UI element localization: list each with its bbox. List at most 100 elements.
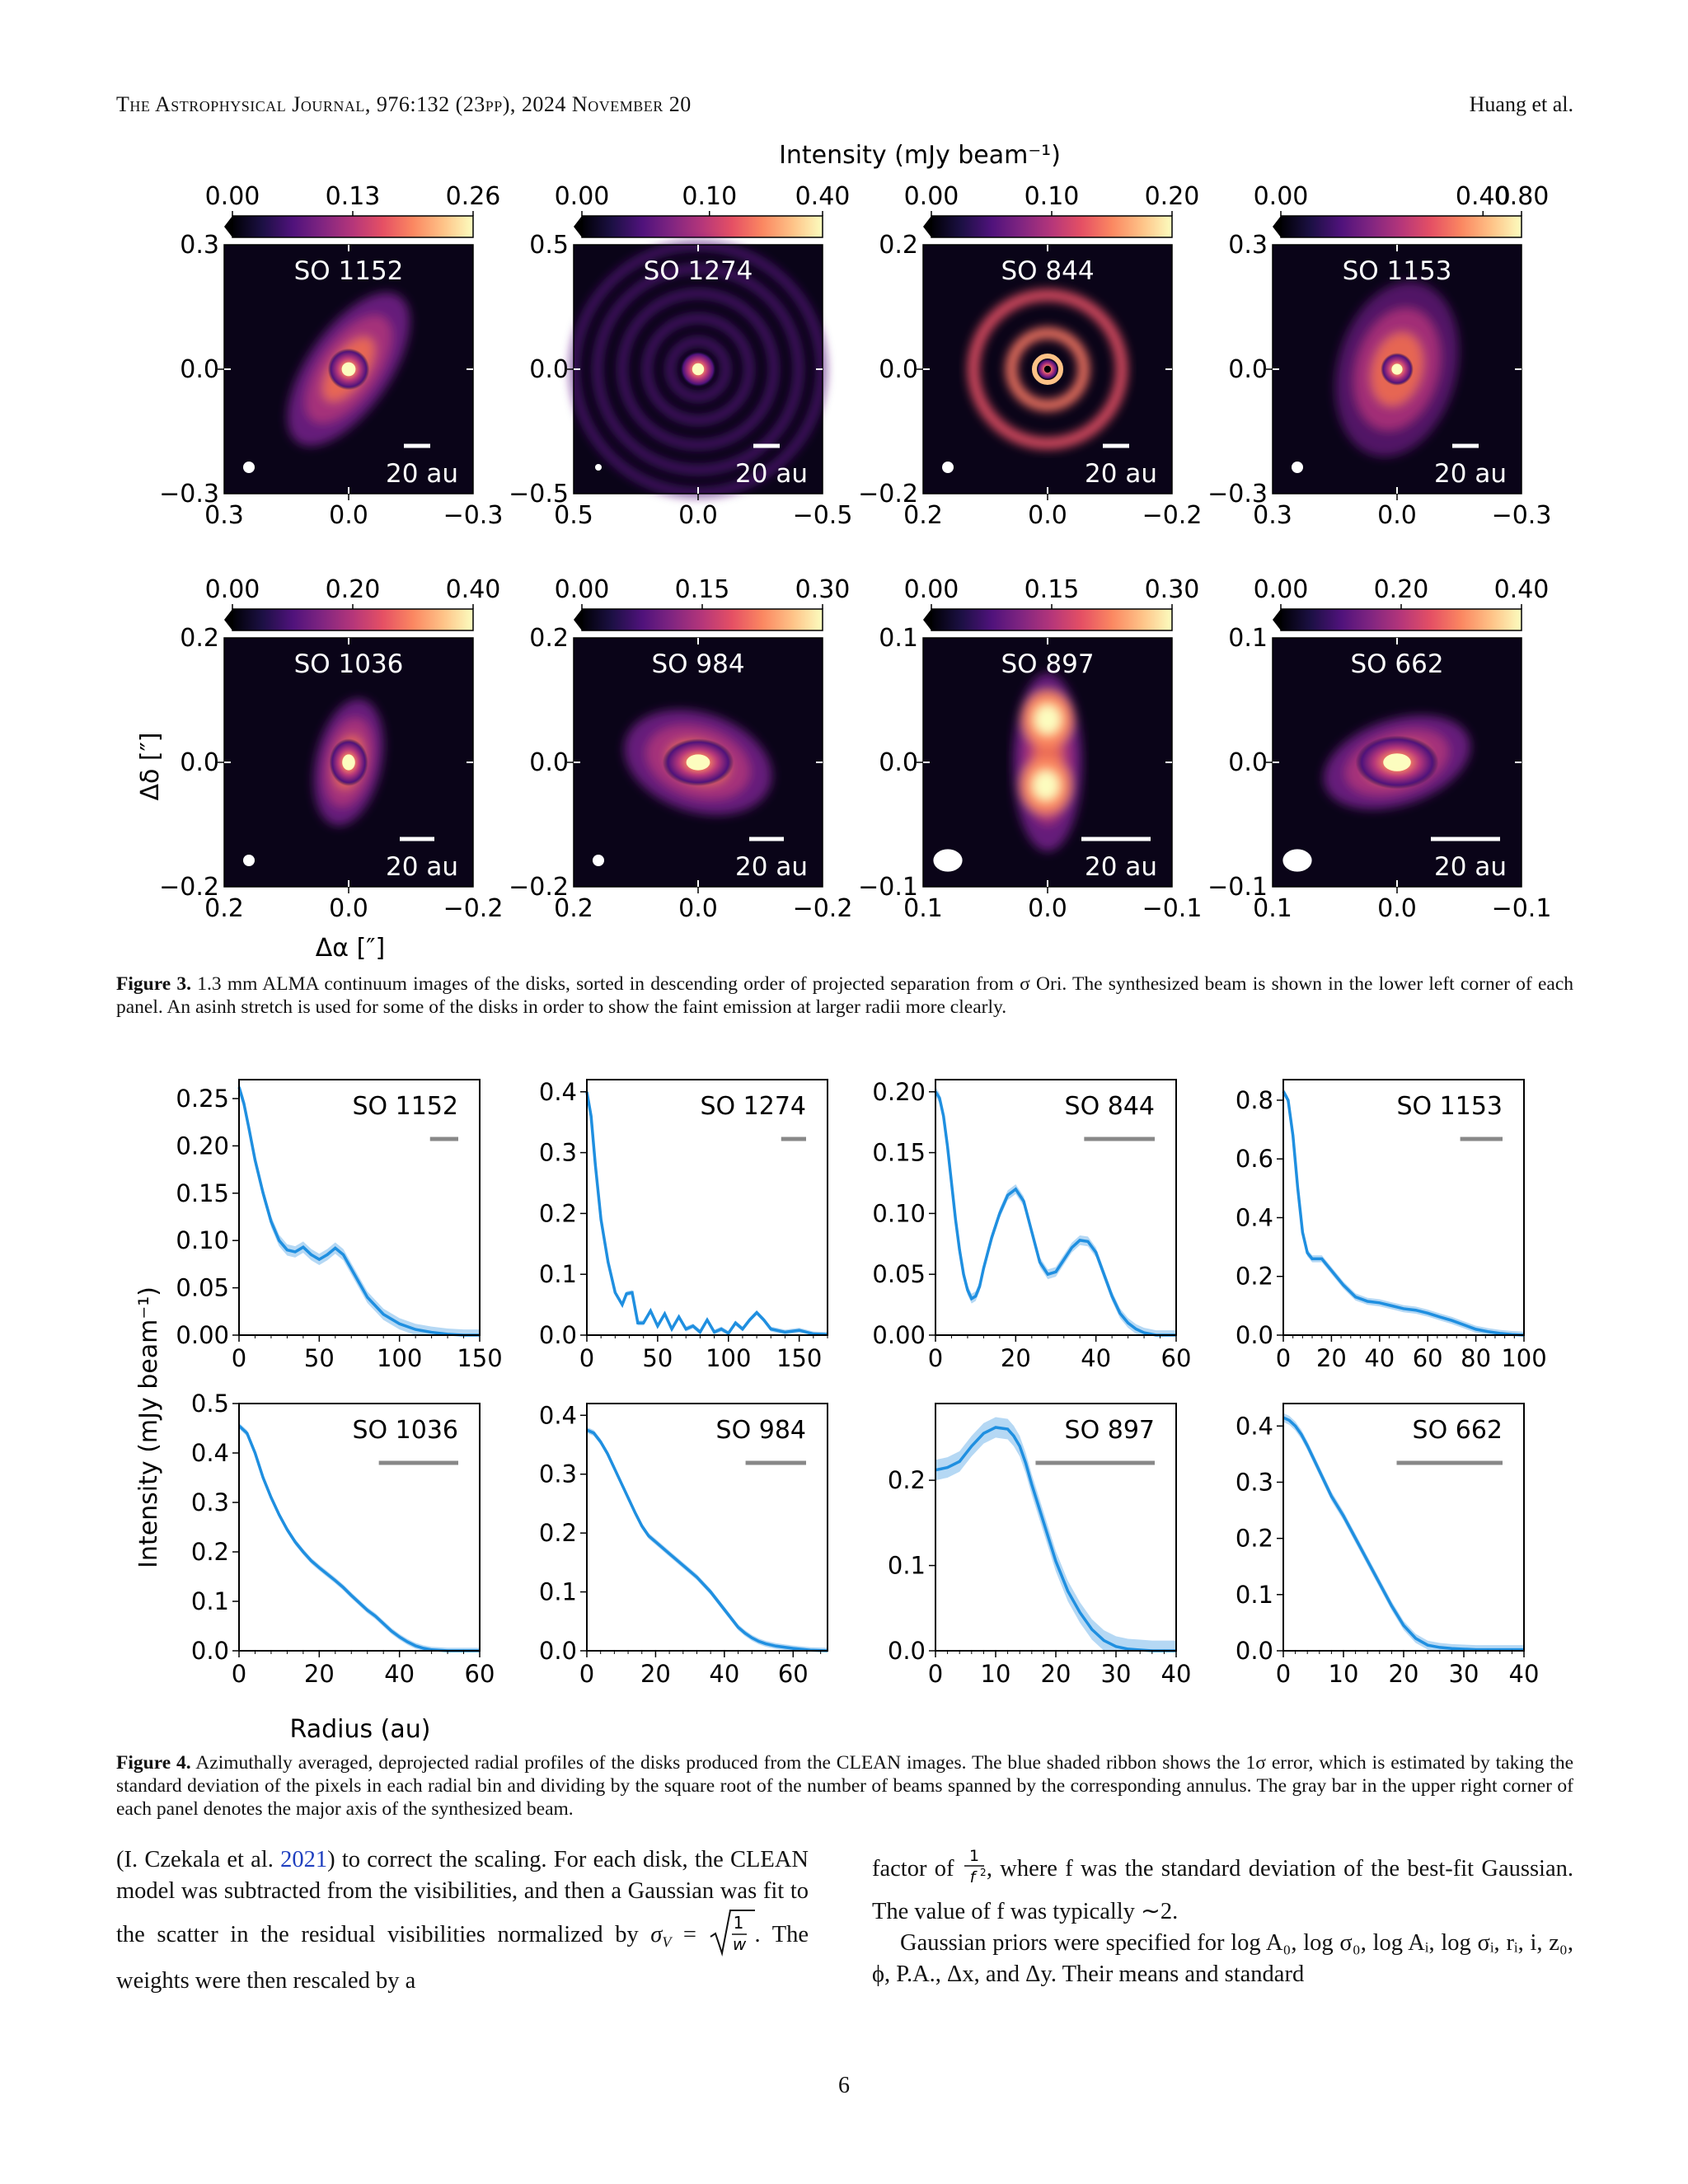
x-tick-label: 0 [579, 1344, 594, 1372]
x-tick-label: −0.1 [1142, 894, 1203, 923]
y-tick-label: 0.2 [1236, 1263, 1273, 1291]
citation-year-link[interactable]: 2021 [280, 1847, 328, 1872]
colorbar-tick-label: 0.00 [555, 182, 610, 211]
y-tick-label: 0.0 [539, 1637, 577, 1665]
body-text: , where f was the standard deviation of … [872, 1856, 1573, 1924]
x-tick-label: 0 [232, 1344, 246, 1372]
svg-text:w: w [732, 1934, 746, 1954]
y-tick-label: 0.10 [176, 1226, 229, 1254]
y-tick-label: −0.3 [159, 480, 219, 509]
fig4-caption: Figure 4. Azimuthally averaged, deprojec… [116, 1751, 1573, 1825]
x-tick-label: 0 [579, 1660, 594, 1688]
svg-text:1: 1 [733, 1913, 743, 1933]
x-tick-label: 30 [1101, 1660, 1132, 1688]
y-tick-label: −0.2 [159, 873, 219, 902]
y-tick-label: 0.0 [1228, 355, 1268, 384]
x-tick-label: −0.2 [443, 894, 504, 923]
beam-ellipse [933, 849, 963, 872]
x-tick-label: 60 [778, 1660, 809, 1688]
body-column-left: (I. Czekala et al. 2021) to correct the … [116, 1844, 809, 1997]
error-ribbon [587, 1089, 828, 1335]
colorbar [232, 215, 474, 238]
x-tick-label: 40 [1364, 1344, 1395, 1372]
body-text: ) to correct the scaling. For each disk,… [116, 1847, 809, 1948]
fig4-caption-text: Azimuthally averaged, deprojected radial… [116, 1752, 1574, 1820]
x-tick-label: −0.3 [443, 501, 504, 530]
x-tick-label: 50 [642, 1344, 673, 1372]
y-tick-label: 0.00 [176, 1321, 229, 1349]
x-tick-label: −0.3 [1492, 501, 1552, 530]
y-tick-label: 0.4 [191, 1439, 229, 1467]
colorbar [931, 608, 1173, 631]
x-tick-label: 80 [1461, 1344, 1491, 1372]
colorbar-extend-arrow [1273, 609, 1281, 630]
x-tick-label: −0.2 [1142, 501, 1203, 530]
y-tick-label: 0.3 [191, 1488, 229, 1516]
x-tick-label: 0.1 [903, 894, 943, 923]
fig3-caption-text: 1.3 mm ALMA continuum images of the disk… [116, 973, 1574, 1018]
fig4-ylabel: Intensity (mJy beam⁻¹) [134, 1286, 163, 1568]
y-tick-label: 0.2 [180, 624, 219, 653]
y-tick-label: 0.4 [539, 1401, 577, 1429]
y-tick-label: 0.2 [529, 624, 569, 653]
x-tick-label: 0.3 [204, 501, 244, 530]
y-tick-label: 0.0 [879, 748, 918, 777]
scalebar-label: 20 au [386, 459, 458, 489]
profile-line [237, 1424, 480, 1652]
x-tick-label: 50 [304, 1344, 335, 1372]
profile-panel: 0.0 0.2 0.4 0.6 0.8 0 20 40 60 80 100 SO 1153 [1236, 1079, 1547, 1372]
scalebar-label: 20 au [1085, 459, 1157, 489]
disk-name-label: SO 1153 [1343, 256, 1452, 286]
x-tick-label: 0 [1276, 1660, 1291, 1688]
x-tick-label: 0.5 [554, 501, 593, 530]
y-tick-label: 0.3 [1236, 1468, 1273, 1496]
y-tick-label: −0.5 [509, 480, 569, 509]
beam-ellipse [1292, 462, 1303, 473]
x-tick-label: 20 [640, 1660, 671, 1688]
y-tick-label: 0.1 [539, 1578, 577, 1606]
disk-name-label: SO 844 [1001, 256, 1094, 286]
y-tick-label: 0.25 [176, 1085, 229, 1113]
x-tick-label: −0.5 [793, 501, 853, 530]
error-ribbon [935, 1417, 1176, 1651]
colorbar-tick-label: 0.40 [1494, 575, 1550, 604]
y-tick-label: 0.00 [872, 1321, 926, 1349]
beam-ellipse [593, 855, 604, 866]
y-tick-label: 0.4 [1236, 1203, 1273, 1231]
body-text: . The weights were then rescaled by a [116, 1922, 809, 1994]
colorbar-tick-label: 0.30 [795, 575, 851, 604]
colorbar-tick-label: 0.26 [446, 182, 501, 211]
colorbar-tick-label: 0.10 [682, 182, 737, 211]
fig4-caption-label: Figure 4. [116, 1752, 191, 1774]
colorbar-tick-label: 0.80 [1494, 182, 1550, 211]
x-tick-label: 0.2 [204, 894, 244, 923]
profile-line [1282, 1416, 1524, 1652]
beam-ellipse [1282, 849, 1312, 872]
citation-text: (I. Czekala et al. [116, 1847, 281, 1872]
colorbar-tick-label: 0.30 [1145, 575, 1200, 604]
y-tick-label: 0.3 [180, 231, 219, 260]
disk-name-label: SO 1036 [294, 649, 404, 679]
y-tick-label: 0.20 [176, 1132, 229, 1160]
y-tick-label: 0.2 [539, 1519, 577, 1547]
x-tick-label: 0 [928, 1660, 943, 1688]
axes-frame [935, 1079, 1177, 1336]
y-tick-label: 0.3 [539, 1460, 577, 1488]
y-tick-label: −0.1 [1207, 873, 1268, 902]
colorbar-tick-label: 0.00 [904, 575, 959, 604]
profile-panel: 0.0 0.1 0.2 0 10 20 30 40 SO 897 [888, 1403, 1191, 1688]
colorbar-extend-arrow [923, 216, 931, 237]
scalebar-label: 20 au [1434, 459, 1507, 489]
y-tick-label: 0.0 [180, 748, 219, 777]
profile-line [585, 1091, 828, 1337]
colorbar [232, 608, 474, 631]
profile-title: SO 1274 [700, 1092, 806, 1121]
axes-frame [238, 1079, 481, 1336]
